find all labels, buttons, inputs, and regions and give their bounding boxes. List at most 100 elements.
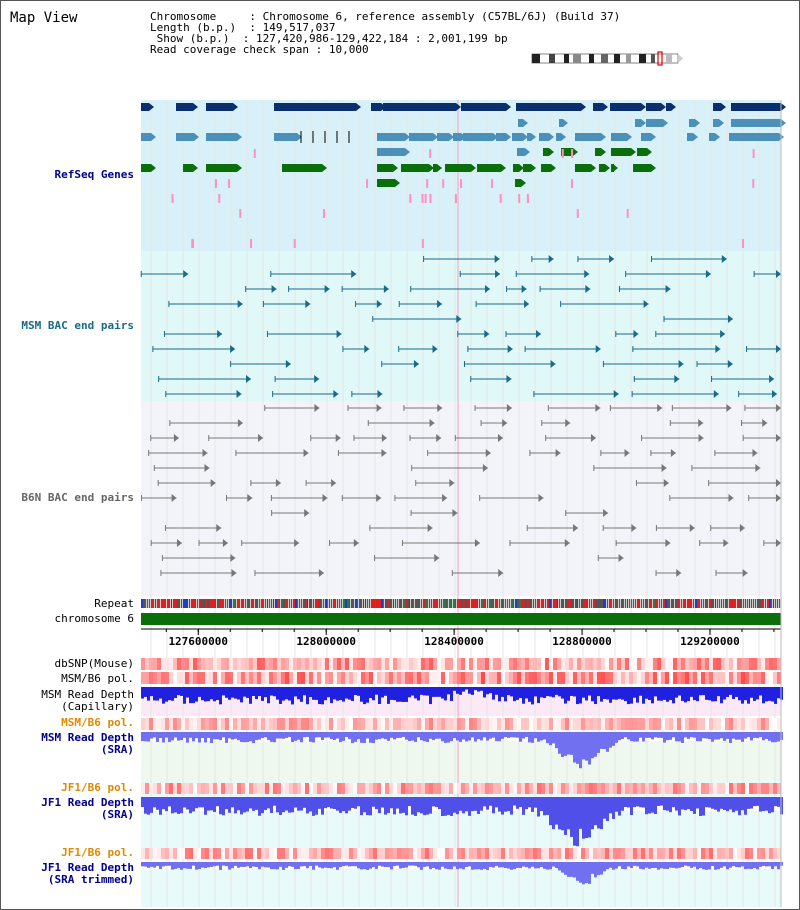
heat-cell [481,848,485,859]
heat-cell [145,848,149,859]
heat-cell [257,672,261,684]
pair-arrow [484,330,490,338]
pair-arrow [739,524,745,532]
pair-arrow [432,345,438,353]
repeat-mark [601,599,603,608]
depth-bar [288,797,291,813]
depth-bar [327,732,330,738]
depth-bar [732,862,735,867]
repeat-mark [343,599,345,608]
gene-arrow [573,148,578,156]
repeat-mark [475,599,477,608]
depth-bar [255,862,258,867]
heat-cell [657,672,661,684]
heat-cell [665,718,669,730]
depth-bar [636,732,639,742]
axis-tick-label: 128000000 [296,635,356,648]
depth-bar [762,732,765,741]
depth-bar [744,797,747,815]
heat-cell [161,658,165,670]
repeat-mark [769,599,771,608]
heat-cell [777,848,781,859]
heat-cell [301,658,305,670]
depth-bar [648,687,651,701]
gene-arrow [651,133,656,141]
depth-bar [267,732,270,740]
repeat-mark [609,599,611,608]
depth-bar [378,797,381,814]
depth-bar [582,862,585,885]
heat-cell [641,718,645,730]
repeat-mark [277,599,279,608]
repeat-mark [429,599,430,608]
depth-bar [222,862,225,866]
heat-cell [557,718,561,730]
heat-cell [717,658,721,670]
gene-arrow [456,103,461,111]
heat-cell [597,658,601,670]
depth-bar [246,732,249,743]
depth-bar [597,732,600,753]
depth-bar [144,687,147,697]
repeat-mark [345,599,347,608]
heat-cell [725,718,729,730]
heat-cell [381,658,385,670]
heat-cell [613,848,617,859]
pair-arrow [474,539,480,547]
depth-bar [657,797,660,806]
repeat-mark [543,599,544,608]
repeat-mark [723,599,724,608]
depth-bar [414,732,417,742]
gene-arrow [506,133,511,141]
gene-arrow [591,164,596,172]
repeat-mark [661,599,662,608]
depth-bar [537,732,540,742]
heat-cell [673,658,677,670]
heat-cell [437,658,441,670]
depth-bar [447,862,450,870]
heat-cell [181,783,185,794]
gene-exon [206,164,237,172]
heat-cell [333,658,337,670]
heat-cell [561,658,565,670]
heat-cell [369,783,373,794]
repeat-mark [591,599,592,608]
heat-cell [293,672,297,684]
heat-cell [681,783,685,794]
depth-bar [357,732,360,740]
depth-bar [291,732,294,743]
heat-cell [177,783,181,794]
heat-cell [421,718,425,730]
depth-bar [639,687,642,696]
pair-arrow [351,270,357,278]
pair-arrow [723,539,729,547]
heat-cell [349,718,353,730]
heat-cell [513,848,517,859]
heat-cell [249,783,253,794]
heat-cell [305,672,309,684]
pair-arrow [237,419,243,427]
depth-bar [438,732,441,739]
depth-bar [255,687,258,700]
repeat-mark [223,599,224,608]
gene-exon [377,133,405,141]
heat-cell [549,658,553,670]
heat-cell [161,783,165,794]
heat-cell [745,848,749,859]
depth-bar [711,687,714,702]
heat-cell [425,658,429,670]
heat-cell [213,718,217,730]
gene-exon [401,164,429,172]
gene-exon [575,133,601,141]
heat-cell [341,718,345,730]
repeat-mark [359,599,361,608]
gene-arrow [501,164,506,172]
depth-bar [660,687,663,701]
pair-arrow [584,270,590,278]
repeat-mark [253,599,254,608]
depth-bar [573,797,576,846]
repeat-mark [507,599,508,608]
gene-arrow [549,133,554,141]
depth-bar [402,862,405,868]
pair-arrow [246,375,252,383]
